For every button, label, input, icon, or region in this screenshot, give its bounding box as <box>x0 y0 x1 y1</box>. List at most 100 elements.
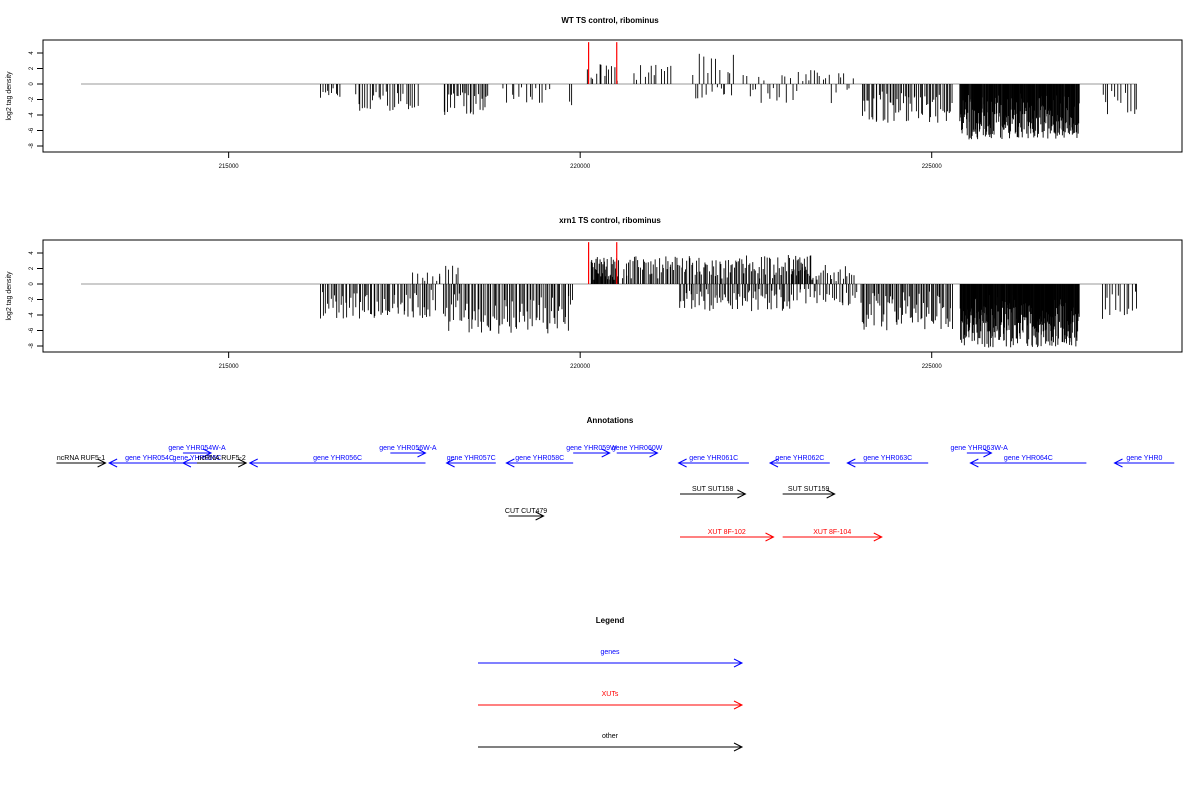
annotations-title: Annotations <box>587 416 634 425</box>
annotation-feature: gene YHR056C <box>248 455 426 468</box>
feature-arrowhead <box>445 458 455 468</box>
y-tick-label: -6 <box>29 127 35 133</box>
feature-label: gene YHR063W-A <box>950 445 1008 452</box>
feature-label: gene YHR061C <box>689 455 738 462</box>
feature-arrowhead <box>983 448 993 458</box>
feature-arrowhead <box>846 458 856 468</box>
feature-label: gene YHR064C <box>1004 455 1053 462</box>
xrn1-bars <box>81 242 1138 348</box>
feature-label: gene YHR054C <box>125 455 174 462</box>
feature-arrowhead <box>601 448 611 458</box>
y-tick-label: -2 <box>29 296 35 302</box>
y-tick-label: -2 <box>29 96 35 102</box>
feature-arrowhead <box>765 532 775 542</box>
feature-arrowhead <box>768 458 779 468</box>
annotation-feature: ncRNA RUF5-1 <box>56 455 107 468</box>
y-tick-label: -8 <box>29 343 35 349</box>
feature-label: gene YHR057C <box>447 455 496 462</box>
xrn1-ylabel: log2 tag density <box>6 271 13 321</box>
feature-arrowhead <box>535 511 545 521</box>
annotation-feature: gene YHR063W-A <box>950 445 1008 458</box>
annotation-feature: gene YHR062C <box>768 455 830 468</box>
legend-label: genes <box>600 649 620 656</box>
legend-item: XUTs <box>478 691 744 710</box>
feature-arrowhead <box>248 458 258 468</box>
feature-label: ncRNA RUF5-1 <box>57 455 105 462</box>
annotation-feature: XUT 8F-104 <box>782 529 883 542</box>
feature-label: gene YHR056W-A <box>379 445 437 452</box>
annotation-feature: gene YHR056W-A <box>379 445 437 458</box>
feature-label: ncRNA RUF5-2 <box>197 455 245 462</box>
y-tick-label: 0 <box>29 282 35 286</box>
x-tick-label: 220000 <box>570 164 591 170</box>
legend-label: XUTs <box>602 691 619 698</box>
feature-arrowhead <box>181 458 192 468</box>
feature-arrowhead <box>417 448 427 458</box>
feature-label: XUT 8F-102 <box>708 529 746 536</box>
x-tick-label: 215000 <box>219 364 240 370</box>
y-tick-label: -4 <box>29 112 35 118</box>
annotation-feature: XUT 8F-102 <box>680 529 775 542</box>
y-tick-label: 2 <box>29 66 35 70</box>
y-tick-label: 2 <box>29 266 35 270</box>
annotation-feature: gene YHR064C <box>969 455 1087 468</box>
feature-arrowhead <box>108 458 118 468</box>
legend-item: other <box>478 733 744 752</box>
y-tick-label: 4 <box>29 251 35 255</box>
feature-label: gene YHR063C <box>863 455 912 462</box>
xrn1-coverage-panel: xrn1 TS control, ribominus log2 tag dens… <box>6 216 1183 370</box>
legend-items: genes XUTs other <box>478 649 744 752</box>
feature-arrowhead <box>826 489 836 499</box>
feature-arrowhead <box>202 448 213 458</box>
annotation-feature: gene YHR054W-A <box>168 445 226 458</box>
feature-label: gene YHR059W <box>566 445 617 452</box>
feature-arrowhead <box>737 489 747 499</box>
annotation-feature: CUT CUT479 <box>505 508 547 521</box>
annotation-feature: gene YHR060W <box>612 445 663 458</box>
legend-arrowhead <box>733 700 744 710</box>
xrn1-plot-frame <box>42 239 1183 353</box>
annotation-feature: ncRNA RUF5-2 <box>197 455 248 468</box>
annotation-feature: gene YHR058C <box>505 455 574 468</box>
wt-plot-frame <box>42 39 1183 153</box>
legend: Legend genes XUTs other <box>478 616 744 752</box>
y-tick-label: -4 <box>29 312 35 318</box>
feature-arrowhead <box>97 458 107 468</box>
annotation-feature: gene YHR0 <box>1113 455 1175 468</box>
feature-label: gene YHR062C <box>775 455 824 462</box>
legend-label: other <box>602 733 619 740</box>
annotation-feature: SUT SUT159 <box>782 486 836 499</box>
feature-arrowhead <box>969 458 979 468</box>
xrn1-panel-title: xrn1 TS control, ribominus <box>559 216 661 225</box>
wt-axis-ticks: -8 -6 -4 -2 0 2 4 215000 220000 225000 <box>29 51 942 170</box>
wt-ylabel: log2 tag density <box>6 71 13 121</box>
y-tick-label: 4 <box>29 51 35 55</box>
y-tick-label: -8 <box>29 143 35 149</box>
legend-item: genes <box>478 649 744 668</box>
feature-arrowhead <box>237 458 248 468</box>
feature-label: SUT SUT159 <box>788 486 830 493</box>
feature-label: gene YHR060W <box>612 445 663 452</box>
feature-label: gene YHR055C <box>173 455 222 462</box>
feature-label: CUT CUT479 <box>505 508 547 515</box>
annotation-feature: SUT SUT158 <box>680 486 747 499</box>
feature-arrowhead <box>677 458 687 468</box>
feature-label: gene YHR0 <box>1126 455 1162 462</box>
x-tick-label: 225000 <box>922 164 943 170</box>
annotation-features: ncRNA RUF5-1 gene YHR054C gene YHR054W-A ge… <box>56 445 1175 542</box>
feature-label: XUT 8F-104 <box>813 529 851 536</box>
annotation-feature: gene YHR059W <box>566 445 617 458</box>
feature-arrowhead <box>649 448 659 458</box>
feature-arrowhead <box>873 532 883 542</box>
legend-arrowhead <box>733 742 744 752</box>
legend-title: Legend <box>596 616 625 625</box>
xrn1-axis-ticks: -8 -6 -4 -2 0 2 4 215000 220000 225000 <box>29 251 942 370</box>
annotation-feature: gene YHR054C <box>108 455 190 468</box>
x-tick-label: 215000 <box>219 164 240 170</box>
x-tick-label: 220000 <box>570 364 591 370</box>
annotation-feature: gene YHR057C <box>445 455 496 468</box>
annotation-feature: gene YHR063C <box>846 455 929 468</box>
annotation-feature: gene YHR061C <box>677 455 749 468</box>
feature-label: gene YHR056C <box>313 455 362 462</box>
